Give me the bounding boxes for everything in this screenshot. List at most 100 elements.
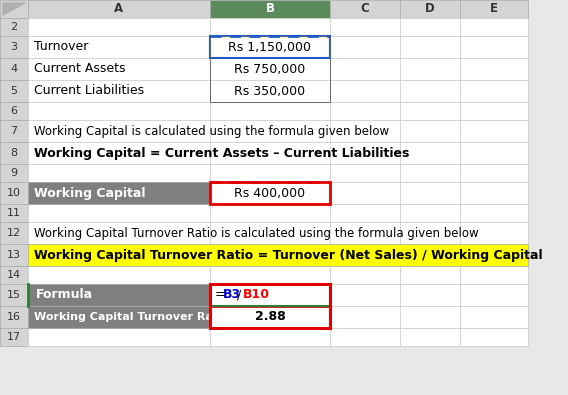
Bar <box>28 80 210 102</box>
Bar <box>210 36 330 102</box>
Bar <box>28 244 210 266</box>
Bar <box>0 80 28 102</box>
Bar <box>460 80 528 102</box>
Bar <box>210 18 330 36</box>
Bar <box>330 222 400 244</box>
Bar <box>210 182 330 204</box>
Bar <box>0 306 28 328</box>
Bar <box>460 36 528 58</box>
Bar <box>330 120 400 142</box>
Bar <box>0 204 28 222</box>
Bar <box>460 266 528 284</box>
Text: Current Assets: Current Assets <box>34 62 126 75</box>
Bar <box>330 266 400 284</box>
Bar <box>400 18 460 36</box>
Bar <box>330 328 400 346</box>
Bar <box>210 204 330 222</box>
Bar <box>0 182 28 204</box>
Text: Formula: Formula <box>36 288 93 301</box>
Bar <box>28 244 528 266</box>
Text: Working Capital: Working Capital <box>34 186 145 199</box>
Bar <box>330 306 400 328</box>
Bar <box>210 0 330 18</box>
Bar <box>210 58 330 80</box>
Text: 5: 5 <box>10 86 18 96</box>
Text: 8: 8 <box>10 148 18 158</box>
Bar <box>400 266 460 284</box>
Bar <box>400 182 460 204</box>
Text: 6: 6 <box>10 106 18 116</box>
Bar <box>330 36 400 58</box>
Bar <box>0 328 28 346</box>
Bar <box>0 102 28 120</box>
Bar <box>330 182 400 204</box>
Bar <box>400 80 460 102</box>
Bar <box>28 306 210 328</box>
Bar <box>400 222 460 244</box>
Bar <box>210 164 330 182</box>
Bar <box>28 266 210 284</box>
Text: 2: 2 <box>10 22 18 32</box>
Bar <box>400 204 460 222</box>
Bar <box>460 222 528 244</box>
Bar <box>28 284 210 306</box>
Bar <box>28 142 210 164</box>
Bar <box>400 164 460 182</box>
Bar <box>210 284 330 328</box>
Bar <box>400 102 460 120</box>
Bar <box>210 244 330 266</box>
Bar <box>0 18 28 36</box>
Bar <box>330 284 400 306</box>
Text: 16: 16 <box>7 312 21 322</box>
Text: 7: 7 <box>10 126 18 136</box>
Text: Rs 400,000: Rs 400,000 <box>235 186 306 199</box>
Bar <box>0 0 28 18</box>
Bar <box>330 58 400 80</box>
Bar <box>28 182 210 204</box>
Bar <box>28 102 210 120</box>
Bar <box>330 244 400 266</box>
Bar <box>0 244 28 266</box>
Text: Current Liabilities: Current Liabilities <box>34 85 144 98</box>
Text: 4: 4 <box>10 64 18 74</box>
Text: 3: 3 <box>10 42 18 52</box>
Bar <box>210 36 330 58</box>
Bar <box>460 328 528 346</box>
Bar <box>28 58 210 80</box>
Bar <box>400 0 460 18</box>
Bar <box>28 284 210 306</box>
Bar <box>0 120 28 142</box>
Bar <box>330 204 400 222</box>
Bar <box>460 102 528 120</box>
Bar <box>330 164 400 182</box>
Text: A: A <box>114 2 124 15</box>
Bar <box>0 58 28 80</box>
Bar <box>210 222 330 244</box>
Bar <box>400 120 460 142</box>
Bar <box>330 18 400 36</box>
Text: Working Capital Turnover Ratio = Turnover (Net Sales) / Working Capital: Working Capital Turnover Ratio = Turnove… <box>34 248 542 261</box>
Text: Working Capital = Current Assets – Current Liabilities: Working Capital = Current Assets – Curre… <box>34 147 410 160</box>
Text: C: C <box>361 2 369 15</box>
Bar <box>400 284 460 306</box>
Bar <box>460 306 528 328</box>
Bar <box>210 266 330 284</box>
Text: 17: 17 <box>7 332 21 342</box>
Text: Rs 750,000: Rs 750,000 <box>235 62 306 75</box>
Bar <box>460 164 528 182</box>
Bar <box>210 182 330 204</box>
Bar <box>460 284 528 306</box>
Text: =: = <box>215 288 225 301</box>
Text: 9: 9 <box>10 168 18 178</box>
Bar <box>28 18 210 36</box>
Bar <box>28 0 210 18</box>
Bar <box>400 142 460 164</box>
Bar <box>460 58 528 80</box>
Bar <box>28 306 210 328</box>
Bar <box>330 102 400 120</box>
Bar <box>28 204 210 222</box>
Text: /: / <box>237 288 241 301</box>
Bar <box>460 120 528 142</box>
Bar <box>28 222 210 244</box>
Bar <box>400 244 460 266</box>
